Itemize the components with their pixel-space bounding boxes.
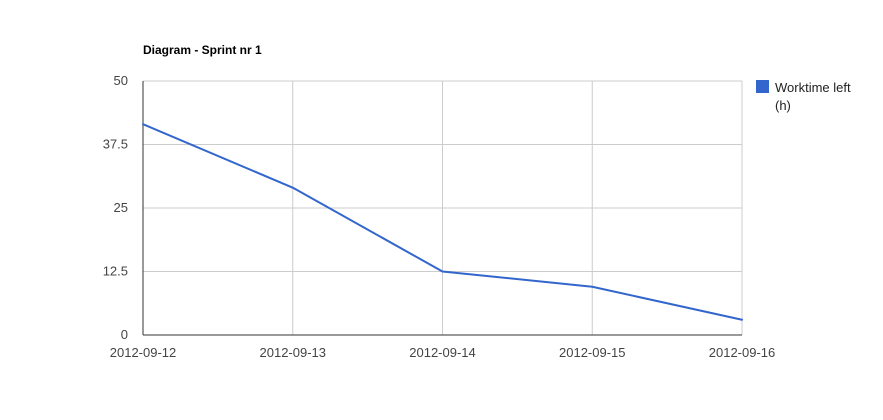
x-tick-labels: 2012-09-12 2012-09-13 2012-09-14 2012-09-15… <box>110 345 776 360</box>
y-tick-label: 37.5 <box>103 137 128 152</box>
y-tick-label: 25 <box>114 200 128 215</box>
x-tick-label: 2012-09-12 <box>110 345 177 360</box>
series-line-worktime-left <box>142 123 743 321</box>
chart-title: Diagram - Sprint nr 1 <box>143 43 262 57</box>
x-tick-label: 2012-09-16 <box>709 345 776 360</box>
legend-swatch <box>756 80 769 93</box>
y-tick-label: 0 <box>121 327 128 342</box>
legend[interactable]: Worktime left (h) <box>756 80 851 113</box>
x-tick-label: 2012-09-13 <box>260 345 327 360</box>
legend-label-line-1: Worktime left <box>775 80 851 95</box>
x-tick-label: 2012-09-15 <box>559 345 626 360</box>
y-tick-labels: 0 12.5 25 37.5 50 <box>103 73 128 342</box>
y-tick-label: 12.5 <box>103 264 128 279</box>
y-tick-label: 50 <box>114 73 128 88</box>
x-tick-label: 2012-09-14 <box>409 345 476 360</box>
series-lines <box>142 123 743 321</box>
legend-label-line-2: (h) <box>775 98 791 113</box>
grid-lines <box>143 80 743 335</box>
